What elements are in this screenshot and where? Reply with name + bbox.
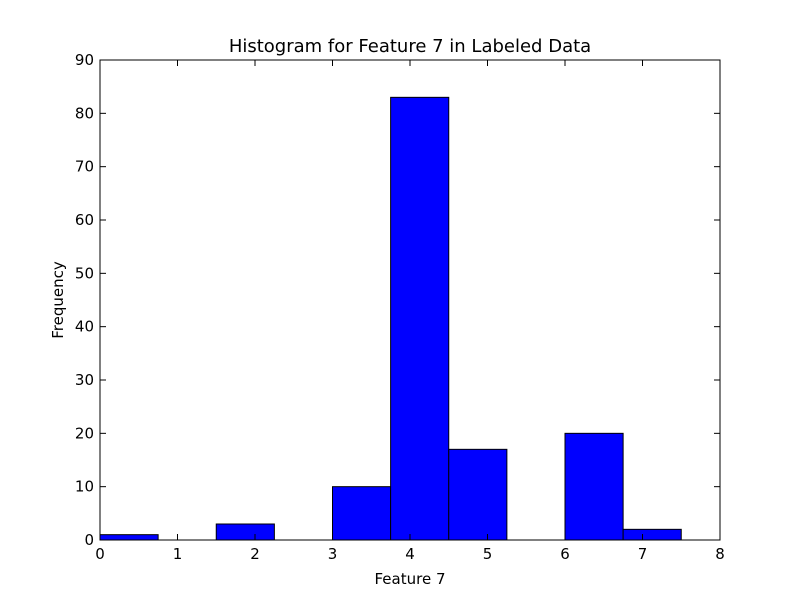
histogram-bar-0 [99, 534, 159, 541]
x-tick-label-4: 4 [405, 545, 415, 563]
y-tick-label-1: 10 [75, 478, 94, 496]
x-tick-label-0: 0 [95, 545, 105, 563]
y-tick-label-5: 50 [75, 264, 94, 282]
histogram-bar-2 [215, 523, 275, 541]
x-tick-label-2: 2 [250, 545, 260, 563]
y-tick-label-7: 70 [75, 158, 94, 176]
x-tick-label-5: 5 [483, 545, 493, 563]
x-tick-label-6: 6 [560, 545, 570, 563]
plot-frame [99, 59, 721, 541]
histogram-bar-5 [390, 96, 450, 541]
y-axis-label: Frequency [49, 261, 67, 339]
histogram-bar-4 [332, 486, 392, 541]
y-tick-label-2: 20 [75, 424, 94, 442]
y-tick-label-8: 80 [75, 104, 94, 122]
chart-title: Histogram for Feature 7 in Labeled Data [229, 36, 591, 57]
x-tick-label-1: 1 [173, 545, 183, 563]
histogram-bar-8 [564, 432, 624, 541]
y-tick-label-4: 40 [75, 318, 94, 336]
x-axis-label: Feature 7 [375, 570, 446, 588]
histogram-bar-6 [448, 448, 508, 541]
y-tick-label-9: 90 [75, 51, 94, 69]
y-tick-label-0: 0 [84, 531, 94, 549]
bars-group [99, 96, 682, 541]
y-tick-label-6: 60 [75, 211, 94, 229]
x-tick-label-7: 7 [638, 545, 648, 563]
x-tick-label-8: 8 [715, 545, 725, 563]
y-tick-label-3: 30 [75, 371, 94, 389]
x-tick-label-3: 3 [328, 545, 338, 563]
histogram-bar-9 [622, 528, 682, 541]
